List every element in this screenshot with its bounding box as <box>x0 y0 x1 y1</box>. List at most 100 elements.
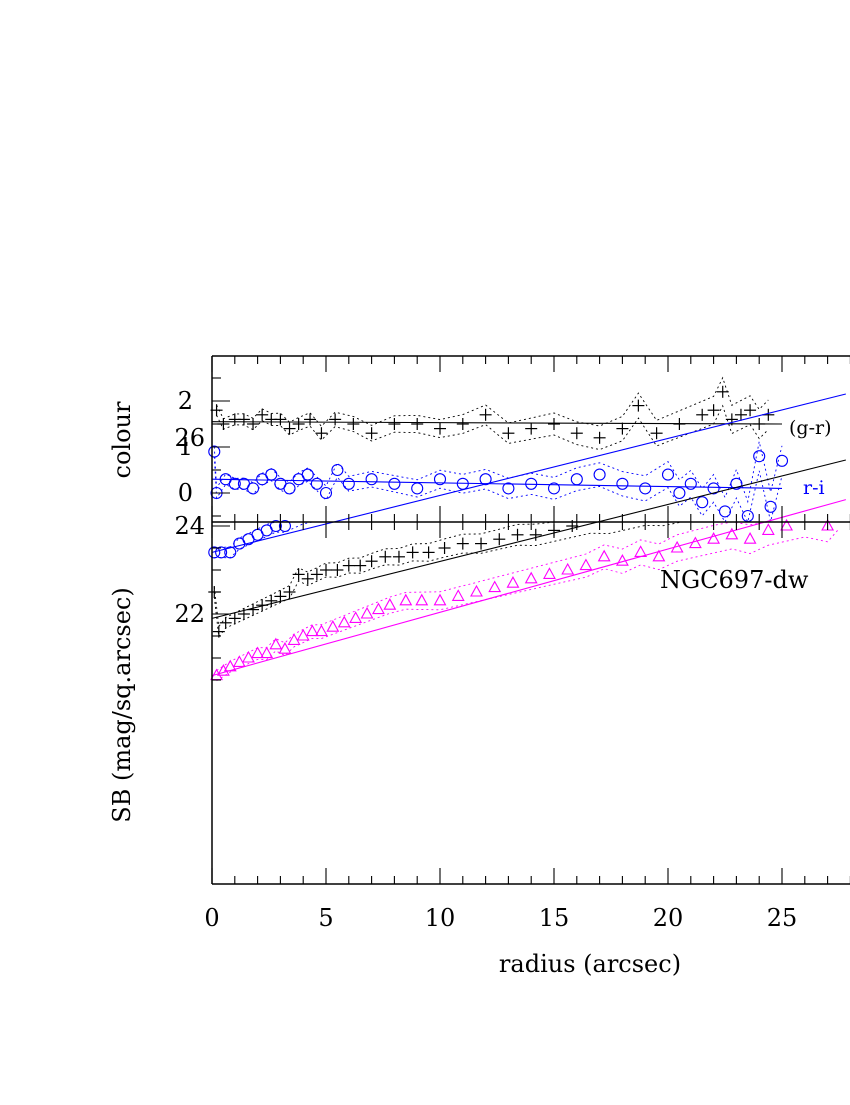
sb-y-tick-label: 24 <box>174 512 205 540</box>
colour-g-r-point <box>283 422 296 435</box>
sb-g-point <box>278 642 292 654</box>
x-tick-label: 25 <box>767 904 798 932</box>
colour-r-i-point <box>547 482 561 495</box>
sb-g-point <box>579 558 593 571</box>
sb-i-fit-line <box>211 393 846 553</box>
sb-r-point <box>511 528 524 541</box>
colour-g-r-fit-line <box>211 421 783 425</box>
sb-r-point <box>310 568 323 581</box>
colour-r-i-point <box>741 509 754 523</box>
sb-r-point <box>342 559 355 572</box>
colour-r-i-point <box>310 477 323 490</box>
colour-r-i-point <box>388 477 401 490</box>
sb-r-point <box>456 537 469 550</box>
plot-frame <box>211 355 850 885</box>
colour-g-r-point <box>304 413 317 426</box>
sb-r-point <box>406 546 419 559</box>
colour-panel <box>208 376 789 524</box>
colour-g-r-point <box>616 422 629 435</box>
sb-g-point <box>761 523 775 535</box>
x-axis-label: radius (arcsec) <box>499 950 681 978</box>
colour-g-r-point <box>434 422 446 435</box>
sb-r-point <box>331 564 344 576</box>
sb-g-point <box>743 532 757 544</box>
colour-r-i-error-lower <box>213 456 783 524</box>
sb-g-point <box>242 650 255 663</box>
colour-g-r-point <box>256 408 269 421</box>
colour-g-r-point <box>570 427 583 440</box>
colour-g-r-point <box>237 413 250 426</box>
sb-r-point <box>292 568 305 581</box>
colour-r-i-point <box>342 477 355 490</box>
colour-r-i-point <box>265 468 278 481</box>
colour-r-i-point <box>593 468 606 481</box>
colour-r-i-point <box>570 473 583 486</box>
colour-g-r-point <box>650 427 663 440</box>
colour-r-i-point <box>319 486 333 500</box>
sb-g-point <box>326 620 340 632</box>
sb-r-error-upper <box>213 521 842 628</box>
colour-g-r-point <box>716 385 729 398</box>
colour-r-i-point <box>764 500 777 513</box>
colour-r-i-point <box>753 450 766 463</box>
sb-g-point <box>543 567 556 579</box>
sb-r-point <box>438 542 451 554</box>
colour-r-i-point <box>673 486 686 500</box>
sb-g-point <box>707 532 721 544</box>
g-r-series-label: (g-r) <box>789 417 832 439</box>
sb-g-point <box>652 549 666 562</box>
sb-r-point <box>301 572 314 585</box>
x-tick-label: 15 <box>539 904 570 932</box>
colour-r-i-point <box>616 477 629 490</box>
sb-g-point <box>561 562 575 575</box>
sb-g-point <box>451 589 465 601</box>
sb-r-point <box>379 550 392 563</box>
colour-g-r-point <box>502 427 515 440</box>
sb-r-point <box>422 546 435 559</box>
sb-g-point <box>296 628 310 641</box>
sb-y-tick-label: 22 <box>174 600 205 628</box>
colour-g-r-point <box>411 418 424 430</box>
colour-axis-label: colour <box>108 401 136 478</box>
sb-g-point <box>360 606 374 619</box>
colour-r-i-fit-line <box>211 478 783 489</box>
x-tick-label: 20 <box>653 904 684 932</box>
colour-r-i-point <box>331 463 344 477</box>
sb-r-point <box>354 559 367 572</box>
sb-g-point <box>506 576 520 588</box>
sb-g-point <box>725 527 739 540</box>
sb-r-point <box>493 533 506 546</box>
colour-g-r-point <box>479 408 492 421</box>
colour-g-r-point <box>593 431 606 444</box>
colour-r-i-point <box>502 482 515 495</box>
sb-g-point <box>415 593 429 606</box>
sb-g-point <box>232 655 246 667</box>
sb-g-point <box>251 646 265 659</box>
sb-g-point <box>349 611 363 623</box>
colour-g-r-point <box>548 418 560 430</box>
sb-g-point <box>269 637 283 650</box>
colour-r-i-point <box>696 496 709 509</box>
sb-g-point <box>287 633 301 645</box>
colour-r-i-point <box>707 482 720 495</box>
sb-i-point <box>208 546 221 559</box>
sb-i-point <box>278 519 292 533</box>
colour-r-i-point <box>639 482 652 495</box>
sb-g-point <box>315 624 328 637</box>
x-tick-label: 0 <box>204 904 219 932</box>
x-tick-label: 10 <box>425 904 456 932</box>
sb-g-error-upper <box>216 521 839 671</box>
sb-r-point <box>475 537 488 550</box>
sb-g-point <box>260 646 274 659</box>
sb-g-point <box>399 593 413 606</box>
colour-g-r-point <box>707 404 720 417</box>
x-tick-label: 5 <box>318 904 333 932</box>
colour-g-r-point <box>247 418 260 430</box>
sb-axis-label: SB (mag/sq.arcsec) <box>108 587 136 822</box>
colour-r-i-point <box>283 482 296 495</box>
sb-g-point <box>383 598 397 610</box>
colour-r-i-point <box>228 477 241 490</box>
sb-i-point <box>215 546 228 559</box>
colour-r-i-point <box>661 468 675 481</box>
